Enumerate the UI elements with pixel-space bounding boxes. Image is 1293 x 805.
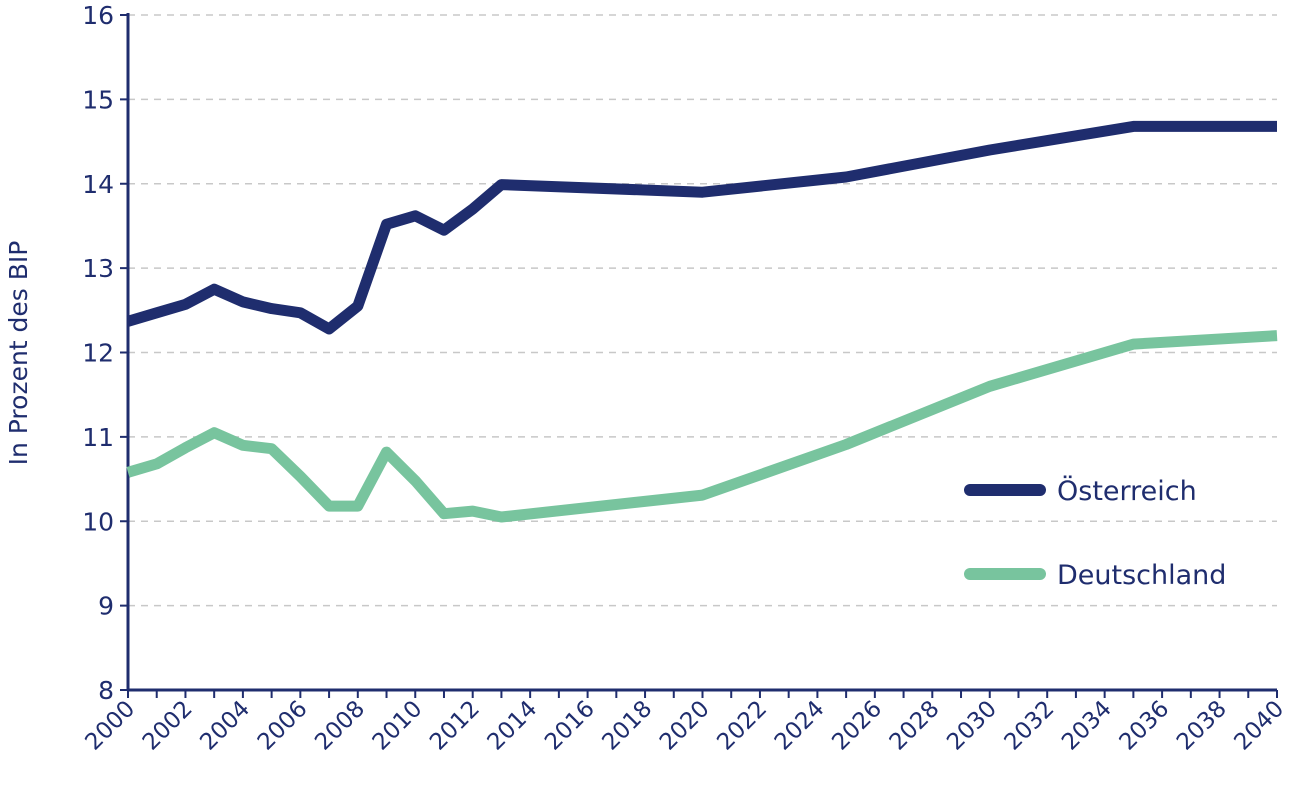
y-axis-title: In Prozent des BIP [4,241,33,466]
x-tick-label: 2022 [712,696,772,756]
x-tick-label: 2010 [368,696,428,756]
x-tick-label: 2038 [1172,696,1232,756]
legend-label: Deutschland [1057,560,1226,591]
x-tick-label: 2024 [770,696,830,756]
series-lines [126,120,1278,523]
x-tick-label: 2028 [885,696,945,756]
x-tick-label: 2032 [1000,696,1060,756]
y-tick-label: 9 [98,592,114,621]
x-tick-label: 2014 [483,696,543,756]
x-tick-label: 2008 [310,696,370,756]
axes: 8910111213141516200020022004200620082010… [80,1,1289,756]
y-tick-label: 13 [82,254,114,283]
y-tick-label: 16 [82,1,114,30]
y-tick-label: 12 [82,339,114,368]
x-tick-label: 2040 [1229,696,1289,756]
x-tick-label: 2018 [598,696,658,756]
x-tick-label: 2002 [138,696,198,756]
x-tick-label: 2016 [540,696,600,756]
x-tick-label: 2030 [942,696,1002,756]
x-tick-label: 2034 [1057,696,1117,756]
x-tick-label: 2006 [253,696,313,756]
y-tick-label: 11 [82,423,114,452]
y-tick-label: 14 [82,170,114,199]
series-line-deutschland [126,330,1278,523]
legend: Österreich Deutschland [964,475,1226,591]
x-tick-label: 2004 [195,696,255,756]
x-tick-label: 2036 [1115,696,1175,756]
x-tick-label: 2012 [425,696,485,756]
series-line-oesterreich [126,120,1277,335]
y-tick-label: 8 [98,676,114,705]
grid-lines [128,14,1277,607]
x-tick-label: 2026 [827,696,887,756]
y-tick-label: 15 [82,85,114,114]
y-tick-label: 10 [82,507,114,536]
legend-label: Österreich [1057,475,1197,507]
x-tick-label: 2020 [655,696,715,756]
